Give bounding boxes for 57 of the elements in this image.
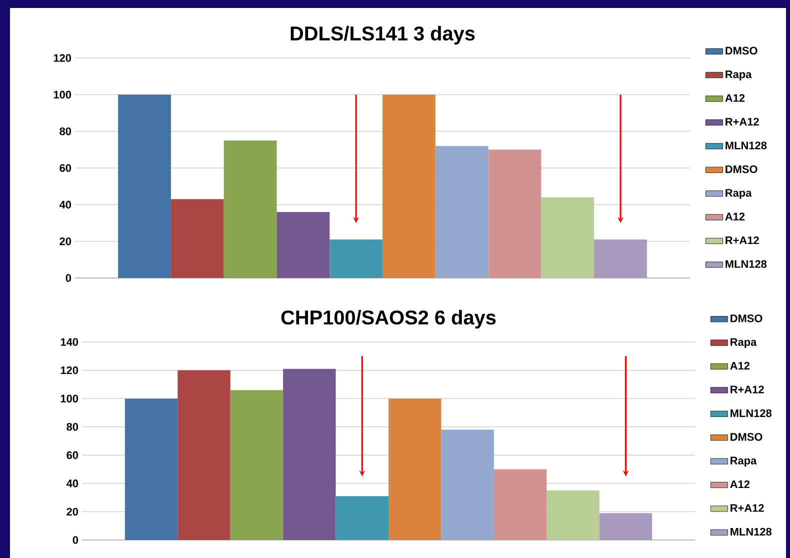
legend-label: MLN128 [726,260,767,268]
y-tick-label: 60 [66,451,78,460]
legend-label: Rapa [726,189,752,199]
legend-label: R+A12 [730,504,764,512]
legend-label: DMSO [730,314,762,322]
y-tick-label: 0 [72,536,78,544]
legend-label: DMSO [726,165,758,174]
legend-label: R+A12 [726,236,759,244]
bar [118,94,171,278]
y-tick-label: 60 [60,164,72,172]
legend-label: MLN128 [730,409,772,418]
legend-label: DMSO [730,433,762,441]
legend-label: MLN128 [730,528,772,536]
y-tick-label: 40 [66,480,78,488]
bar [546,490,600,540]
y-tick-label: 120 [54,54,72,62]
y-tick-label: 20 [60,237,72,246]
legend-label: A12 [730,480,750,488]
y-tick-label: 20 [66,508,78,516]
legend-label: MLN128 [726,142,767,150]
y-tick-label: 120 [60,366,78,374]
bar [276,212,330,278]
y-tick-label: 80 [60,127,72,136]
bar [488,150,542,278]
y-tick-label: 100 [60,394,78,402]
bar [599,513,652,540]
chart-title: CHP100/SAOS2 6 days [281,310,496,329]
legend-label: R+A12 [726,118,759,126]
y-tick-label: 140 [60,338,78,346]
bar [594,239,647,278]
bar [230,390,284,540]
legend-label: A12 [725,212,745,220]
bar [170,199,224,278]
bar [283,368,336,540]
y-tick-label: 0 [66,274,72,282]
legend-label: R+A12 [730,386,764,394]
legend-label: DMSO [726,46,758,55]
chart-title: DDLS/LS141 3 days [290,26,475,45]
bar [388,398,442,540]
legend-label: Rapa [730,456,757,467]
y-tick-label: 40 [59,200,72,209]
bar [382,94,436,278]
legend-label: A12 [725,94,745,102]
bar [124,398,178,540]
y-tick-label: 80 [66,422,78,431]
y-tick-label: 100 [54,90,72,99]
bar [441,430,494,540]
bar [494,469,547,540]
bar [435,146,488,278]
legend-label: Rapa [730,338,757,348]
legend-label: A12 [730,362,750,370]
legend-label: Rapa [726,70,752,80]
bar [541,197,594,278]
bar [224,140,277,278]
bar [178,370,230,540]
bar [330,239,383,278]
bar [336,496,389,540]
